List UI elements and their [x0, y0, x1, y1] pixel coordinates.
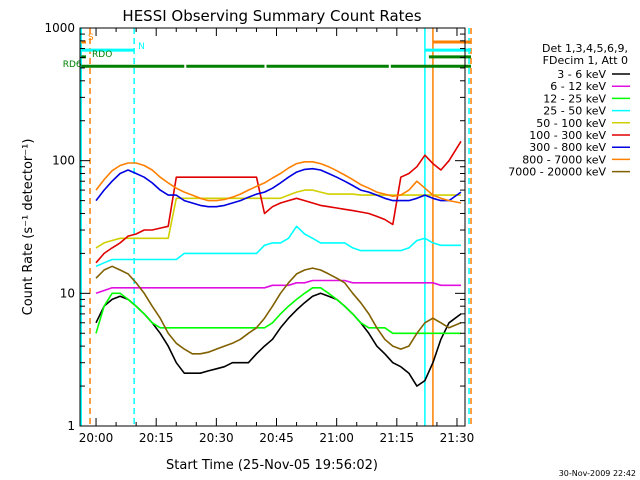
y-tick-label-10: 10 [60, 286, 75, 300]
x-tick-label-2115: 21:15 [380, 431, 415, 445]
legend: Det 1,3,4,5,6,9,FDecim 1, Att 03 - 6 keV… [508, 42, 630, 179]
series-line-6-12-kev [95, 279, 461, 295]
series-line-800-7000-kev [95, 161, 462, 204]
series-line-7000-20000-kev [95, 265, 462, 355]
legend-label-6-12-kev: 6 - 12 keV [550, 80, 606, 93]
legend-header-0: Det 1,3,4,5,6,9, [542, 42, 628, 55]
x-axis-label: Start Time (25-Nov-05 19:56:02) [166, 458, 378, 473]
y-axis-label: Count Rate (s⁻¹ detector⁻¹) [21, 139, 36, 316]
y-tick-label-1000: 1000 [44, 21, 75, 35]
series-line-25-50-kev [95, 225, 461, 268]
vertical-markers [80, 28, 472, 426]
x-tick-label-2000: 20:00 [79, 431, 114, 445]
legend-label-7000-20000-kev: 7000 - 20000 keV [508, 166, 606, 179]
flag-label-rdo: RDO [92, 50, 112, 60]
x-tick-label-2045: 20:45 [259, 431, 294, 445]
x-tick-label-2030: 20:30 [199, 431, 234, 445]
x-axis: 20:00 20:15 20:30 20:45 21:00 21:15 21:30 [79, 28, 475, 445]
legend-label-50-100-kev: 50 - 100 keV [536, 117, 606, 130]
y-axis: 1 10 100 1000 [44, 21, 465, 433]
flag-bars: S N RDO RD6 [63, 33, 472, 70]
legend-header-1: FDecim 1, Att 0 [543, 54, 628, 67]
legend-label-3-6-kev: 3 - 6 keV [557, 68, 606, 81]
series-line-3-6-kev [95, 292, 462, 387]
legend-label-12-25-kev: 12 - 25 keV [543, 92, 606, 105]
x-tick-label-2130: 21:30 [440, 431, 475, 445]
legend-label-25-50-kev: 25 - 50 keV [543, 105, 606, 118]
chart-title: HESSI Observing Summary Count Rates [122, 7, 421, 25]
x-tick-label-2100: 21:00 [319, 431, 354, 445]
x-tick-label-2015: 20:15 [139, 431, 174, 445]
y-tick-label-1: 1 [67, 419, 75, 433]
flag-label-n: N [138, 42, 145, 52]
legend-label-300-800-kev: 300 - 800 keV [529, 141, 606, 154]
series-line-300-800-kev [95, 167, 462, 208]
flag-label-rd6: RD6 [63, 60, 82, 70]
plot-frame [79, 27, 466, 427]
y-tick-label-100: 100 [52, 154, 75, 168]
series-lines [95, 140, 462, 387]
series-line-12-25-kev [95, 287, 461, 335]
footer-timestamp: 30-Nov-2009 22:42 [559, 469, 636, 478]
legend-label-100-300-kev: 100 - 300 keV [529, 129, 606, 142]
legend-label-800-7000-kev: 800 - 7000 keV [522, 153, 606, 166]
flag-label-s: S [88, 33, 94, 43]
